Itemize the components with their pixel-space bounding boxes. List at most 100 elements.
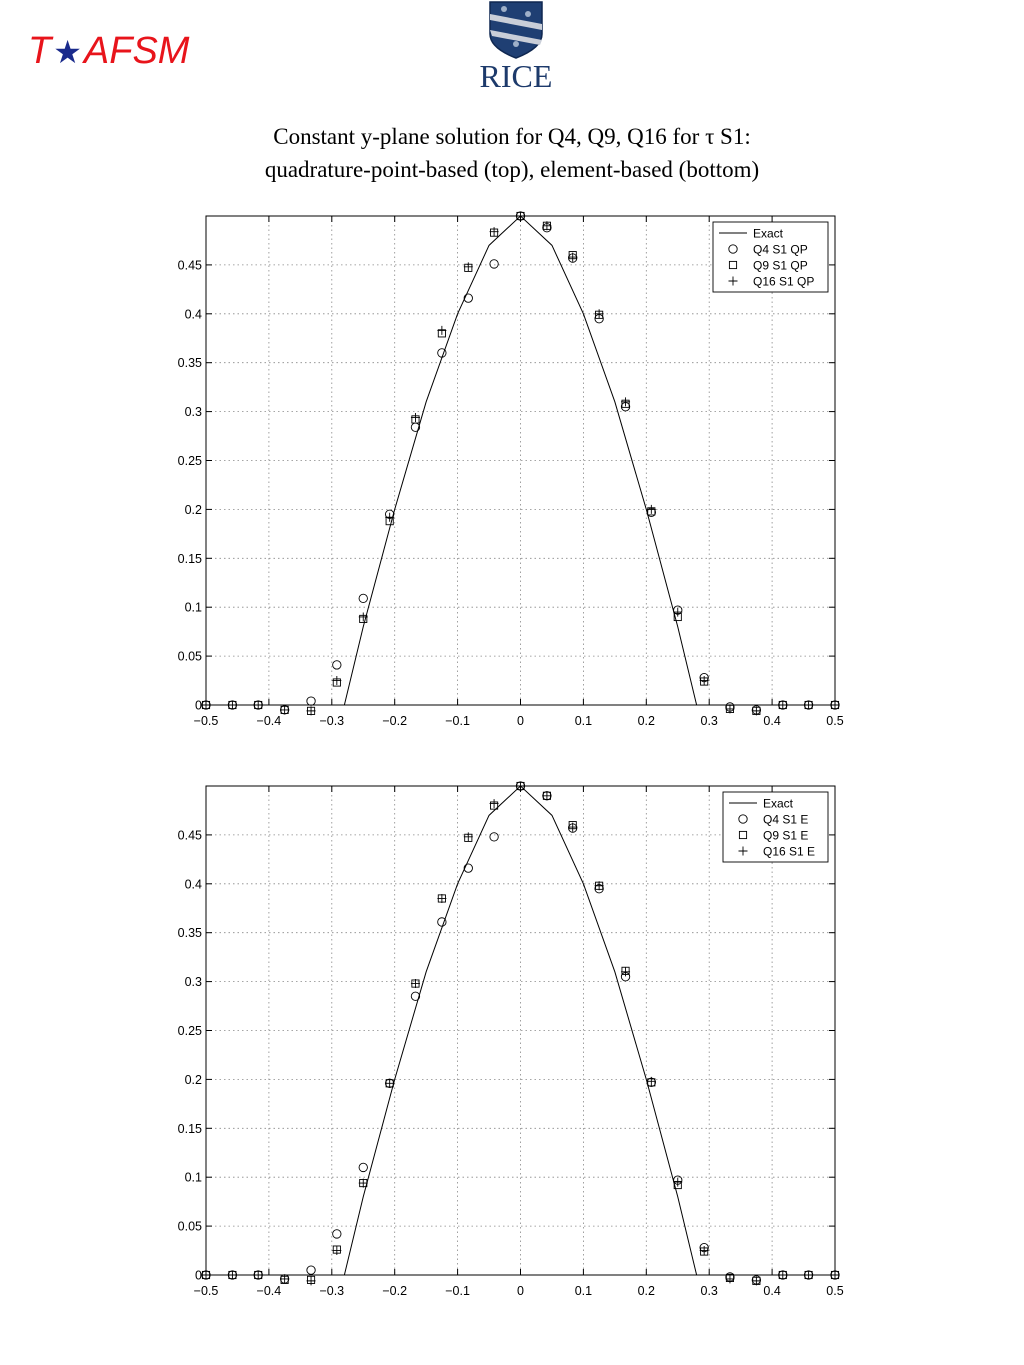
x-tick-label: −0.4	[257, 714, 282, 728]
y-tick-label: 0.4	[185, 307, 202, 321]
data-point-plus	[751, 1276, 761, 1286]
y-tick-label: 0.2	[185, 1073, 202, 1087]
data-point-circle	[410, 991, 421, 1001]
legend-label: Q4 S1 QP	[753, 243, 808, 257]
data-point-plus	[516, 211, 525, 221]
x-tick-label: 0.3	[701, 1284, 718, 1298]
data-point-circle	[358, 593, 368, 604]
data-point-plus	[410, 979, 420, 989]
data-point-circle	[463, 293, 473, 303]
data-point-plus	[358, 612, 368, 622]
data-point-plus	[437, 893, 447, 903]
data-point-plus	[463, 262, 473, 272]
data-point-plus	[804, 1270, 814, 1280]
data-point-circle	[306, 696, 316, 706]
data-point-plus	[621, 967, 631, 977]
legend-label: Q9 S1 QP	[753, 259, 808, 273]
y-tick-label: 0.1	[185, 1171, 202, 1185]
legend: Exact Q4 S1 QP Q9 S1 QP Q16 S1 QP	[712, 221, 829, 293]
data-point-plus	[542, 791, 552, 801]
legend-marker-plus	[728, 276, 738, 286]
legend-marker-circle	[738, 814, 748, 824]
title-line-2: quadrature-point-based (top), element-ba…	[264, 157, 760, 182]
legend-label: Q4 S1 E	[763, 813, 808, 827]
data-point-circle	[332, 660, 342, 670]
data-point-plus	[778, 700, 788, 710]
data-point-plus	[332, 1246, 342, 1256]
y-tick-label: 0.15	[178, 552, 202, 566]
x-tick-label: 0.1	[575, 714, 592, 728]
legend-box	[712, 221, 829, 293]
rice-shield-icon	[489, 1, 543, 59]
data-point-plus	[646, 1076, 656, 1086]
legend: Exact Q4 S1 E Q9 S1 E Q16 S1 E	[722, 791, 829, 863]
data-point-plus	[227, 1270, 237, 1280]
y-tick-label: 0	[195, 1269, 202, 1283]
data-point-plus	[725, 704, 735, 714]
data-point-plus	[306, 706, 316, 716]
data-point-plus	[489, 799, 499, 809]
data-point-plus	[673, 607, 683, 617]
data-point-plus	[410, 412, 420, 422]
data-point-plus	[699, 1246, 709, 1256]
data-point-plus	[280, 705, 290, 715]
y-tick-label: 0.35	[178, 356, 202, 370]
x-tick-label: −0.2	[382, 714, 407, 728]
legend-marker-square	[738, 830, 748, 840]
data-point-plus	[201, 1270, 211, 1280]
data-point-plus	[253, 1270, 263, 1280]
data-point-plus	[516, 781, 525, 791]
data-point-plus	[751, 706, 761, 716]
data-point-circle	[463, 863, 473, 873]
y-tick-label: 0.45	[178, 258, 202, 272]
data-point-circle	[358, 1162, 368, 1173]
x-tick-label: 0.5	[826, 714, 843, 728]
x-tick-label: 0.2	[638, 1284, 655, 1298]
brand-afsm: AFSM	[83, 30, 190, 72]
x-tick-label: −0.5	[194, 1284, 219, 1298]
x-tick-label: 0.3	[701, 714, 718, 728]
data-point-plus	[385, 512, 395, 522]
y-tick-label: 0.25	[178, 1024, 202, 1038]
data-point-plus	[489, 227, 499, 237]
data-point-plus	[646, 504, 656, 514]
y-tick-label: 0.35	[178, 926, 202, 940]
legend-marker-circle	[728, 244, 738, 254]
x-tick-label: −0.3	[319, 714, 344, 728]
data-point-plus	[568, 822, 578, 832]
legend-marker-plus	[738, 846, 748, 856]
data-point-plus	[621, 397, 631, 407]
data-point-plus	[830, 700, 840, 710]
data-point-plus	[804, 700, 814, 710]
legend-box	[722, 791, 829, 863]
plot-area: −0.5 −0.4 −0.3 −0.2 −0.1 0 0.1 0.2 0.3 0.4 0.5 0 0.0…	[178, 211, 844, 728]
y-tick-label: 0	[195, 699, 202, 713]
y-tick-label: 0.3	[185, 405, 202, 419]
y-tick-label: 0.05	[178, 650, 202, 664]
data-point-plus	[673, 1177, 683, 1187]
data-point-circle	[437, 917, 447, 927]
legend-label: Q16 S1 E	[763, 845, 815, 859]
data-point-plus	[437, 325, 447, 335]
data-point-plus	[778, 1270, 788, 1280]
x-tick-label: 0.2	[638, 714, 655, 728]
data-point-plus	[253, 700, 263, 710]
star-icon: ★	[53, 34, 82, 70]
x-tick-label: −0.2	[382, 1284, 407, 1298]
brand-t: T	[28, 30, 52, 72]
x-tick-label: 0.4	[763, 1284, 780, 1298]
data-point-plus	[594, 309, 604, 319]
data-point-plus	[830, 1270, 840, 1280]
data-point-plus	[542, 221, 552, 231]
data-point-plus	[201, 700, 211, 710]
y-tick-label: 0.05	[178, 1220, 202, 1234]
y-tick-label: 0.25	[178, 454, 202, 468]
y-tick-label: 0.45	[178, 828, 202, 842]
y-tick-label: 0.4	[185, 877, 202, 891]
data-point-plus	[280, 1274, 290, 1284]
x-tick-label: 0.4	[763, 714, 780, 728]
data-point-plus	[699, 676, 709, 686]
x-tick-label: −0.1	[445, 714, 470, 728]
x-tick-label: −0.5	[194, 714, 219, 728]
data-point-plus	[227, 700, 237, 710]
